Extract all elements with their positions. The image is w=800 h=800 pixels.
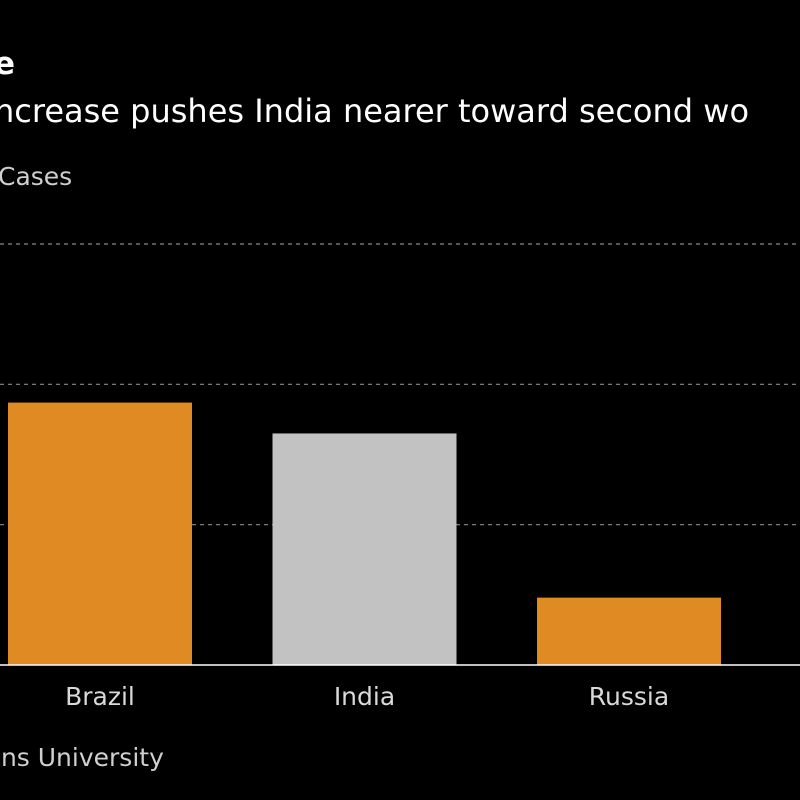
bar-brazil bbox=[8, 402, 192, 665]
chart-title: e bbox=[0, 46, 16, 82]
category-labels: Brazil India Russia bbox=[65, 682, 669, 711]
bar-russia bbox=[537, 597, 721, 665]
bars bbox=[8, 402, 721, 665]
category-label-india: India bbox=[334, 682, 395, 711]
chart-subtitle: ncrease pushes India nearer toward secon… bbox=[0, 92, 750, 130]
category-label-brazil: Brazil bbox=[65, 682, 135, 711]
source-note: ins University bbox=[0, 743, 164, 772]
y-unit-label: Cases bbox=[0, 162, 73, 191]
bar-india bbox=[272, 433, 457, 665]
category-label-russia: Russia bbox=[589, 682, 669, 711]
